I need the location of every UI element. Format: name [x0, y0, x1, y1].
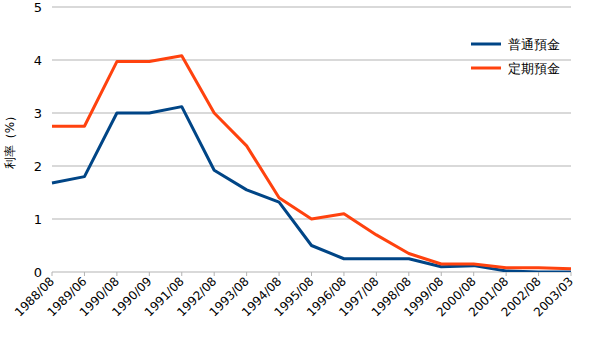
series-line [52, 56, 571, 269]
y-tick-label: 1 [34, 212, 42, 227]
x-tick [181, 272, 182, 276]
chart: 0123451988/081989/061990/081990/091991/0… [0, 0, 605, 340]
x-tick [149, 272, 150, 276]
x-tick [571, 272, 572, 276]
x-tick [376, 272, 377, 276]
x-tick [214, 272, 215, 276]
legend-key [471, 43, 501, 46]
x-tick [408, 272, 409, 276]
plot-area [52, 56, 571, 272]
y-tick-label: 5 [34, 0, 42, 15]
x-tick [84, 272, 85, 276]
x-tick [116, 272, 117, 276]
legend-label: 普通預金 [508, 37, 560, 52]
y-tick-label: 0 [34, 265, 42, 280]
series-line [52, 107, 571, 272]
grid-line [52, 7, 571, 8]
y-tick-label: 3 [34, 106, 42, 121]
x-tick [279, 272, 280, 276]
y-tick-label: 4 [34, 53, 42, 68]
grid-line [52, 166, 571, 167]
x-tick [538, 272, 539, 276]
x-tick [311, 272, 312, 276]
x-tick [246, 272, 247, 276]
y-tick-label: 2 [34, 159, 42, 174]
x-tick [52, 272, 53, 276]
x-tick [506, 272, 507, 276]
x-tick-label: 2003/03 [531, 274, 576, 319]
legend-key [471, 67, 501, 70]
x-tick [473, 272, 474, 276]
x-tick [343, 272, 344, 276]
y-axis-label: 利率（%） [3, 110, 17, 169]
x-tick [441, 272, 442, 276]
legend-label: 定期預金 [508, 61, 560, 76]
